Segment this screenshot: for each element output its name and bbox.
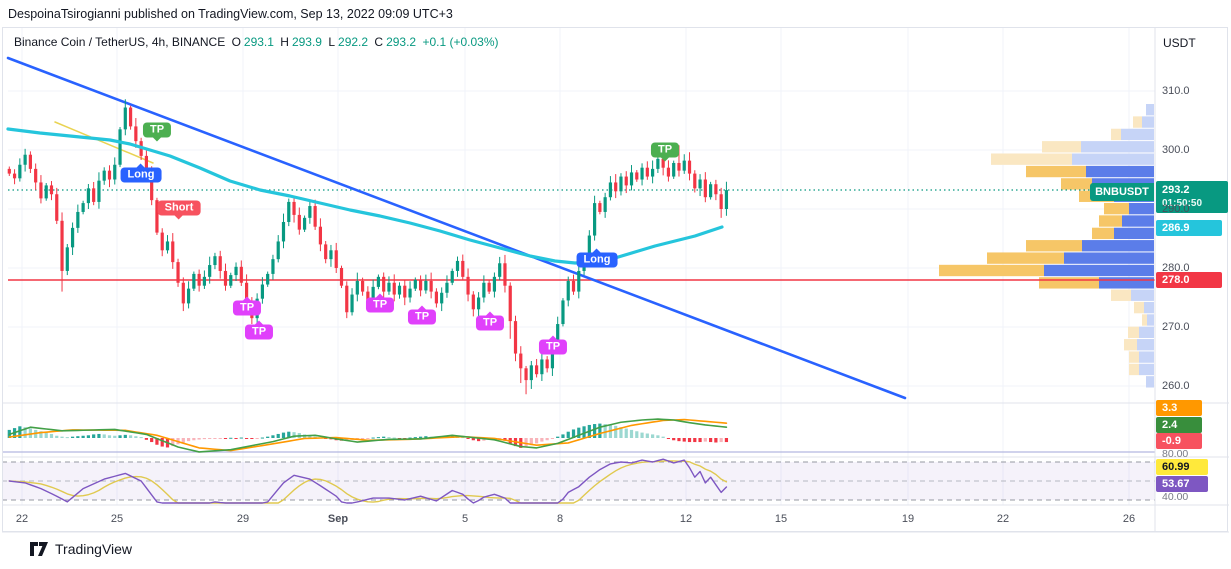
symbol-header[interactable]: Binance Coin / TetherUS, 4h, BINANCE O 29… <box>14 35 502 49</box>
macd-hist-badge: -0.9 <box>1156 433 1202 449</box>
ohlc-high-label: H <box>280 35 289 49</box>
time-tick-label: 29 <box>236 513 250 525</box>
trade-label-tp[interactable]: TP <box>244 320 274 340</box>
change-value: +0.1 (+0.03%) <box>422 35 499 49</box>
ohlc-high-value: 293.9 <box>291 35 322 49</box>
time-tick-label: 26 <box>1122 513 1136 525</box>
label-tail <box>661 157 669 162</box>
price-axis-currency[interactable]: USDT <box>1163 36 1196 50</box>
time-tick-label: 5 <box>461 513 469 525</box>
time-tick-label: 22 <box>996 513 1010 525</box>
time-tick-label: Sep <box>327 513 349 525</box>
last-price-value: 293.2 <box>1162 184 1190 196</box>
ohlc-close-label: C <box>374 35 384 49</box>
hline-value-badge: 278.0 <box>1156 272 1222 288</box>
time-tick-label: 12 <box>679 513 693 525</box>
macd-value-badge: 2.4 <box>1156 417 1202 433</box>
ohlc-close-value: 293.2 <box>386 35 417 49</box>
trade-label-tp[interactable]: TP <box>650 142 680 162</box>
ohlc-low-label: L <box>328 35 336 49</box>
time-tick-label: 22 <box>15 513 29 525</box>
price-tick-label: 300.0 <box>1162 144 1190 156</box>
label-tail <box>153 137 161 142</box>
time-tick-label: 19 <box>901 513 915 525</box>
stoch-upper-band-label: 80.00 <box>1162 448 1189 460</box>
ohlc-open-label: O <box>231 35 241 49</box>
ma-value-badge: 286.9 <box>1156 220 1222 236</box>
tradingview-logo[interactable]: TradingView <box>30 541 132 557</box>
trade-label-tp[interactable]: TP <box>142 122 172 142</box>
label-tail <box>549 335 557 340</box>
trade-label-long[interactable]: Long <box>576 248 618 268</box>
label-tail <box>592 248 601 253</box>
trade-label-tp[interactable]: TP <box>407 305 437 325</box>
trade-label-tp[interactable]: TP <box>475 311 505 331</box>
label-tail <box>486 311 494 316</box>
price-tick-label: 270.0 <box>1162 321 1190 333</box>
price-tick-label: 260.0 <box>1162 380 1190 392</box>
time-tick-label: 15 <box>774 513 788 525</box>
label-tail <box>376 293 384 298</box>
attribution-text: DespoinaTsirogianni published on Trading… <box>8 7 453 21</box>
tradingview-logo-text: TradingView <box>55 541 133 557</box>
last-price-badge: 293.2 01:50:50 <box>1156 181 1228 213</box>
price-tick-label: 280.0 <box>1162 262 1190 274</box>
stoch-lower-band-label: 40.00 <box>1162 491 1189 503</box>
label-tail <box>255 320 263 325</box>
trade-label-long[interactable]: Long <box>120 163 162 183</box>
label-tail <box>136 163 145 168</box>
trade-label-tp[interactable]: TP <box>232 296 262 316</box>
label-tail <box>418 305 426 310</box>
trade-label-short[interactable]: Short <box>157 200 201 220</box>
time-tick-label: 8 <box>556 513 564 525</box>
ohlc-open-value: 293.1 <box>243 35 274 49</box>
trade-label-tp[interactable]: TP <box>365 293 395 313</box>
symbol-title[interactable]: Binance Coin / TetherUS, 4h, BINANCE <box>14 35 226 49</box>
tradingview-logo-icon <box>30 542 48 556</box>
price-tick-label: 310.0 <box>1162 85 1190 97</box>
symbol-price-tag[interactable]: BNBUSDT <box>1090 183 1154 201</box>
ohlc-low-value: 292.2 <box>338 35 369 49</box>
time-tick-label: 25 <box>110 513 124 525</box>
price-tick-label: 290.0 <box>1162 203 1190 215</box>
stoch-purple-badge: 53.67 <box>1156 476 1208 492</box>
label-tail <box>243 296 251 301</box>
stoch-yellow-badge: 60.99 <box>1156 459 1208 475</box>
candle-countdown: 01:50:50 <box>1162 198 1203 209</box>
label-tail <box>174 215 183 220</box>
macd-signal-badge: 3.3 <box>1156 400 1202 416</box>
trade-label-tp[interactable]: TP <box>538 335 568 355</box>
